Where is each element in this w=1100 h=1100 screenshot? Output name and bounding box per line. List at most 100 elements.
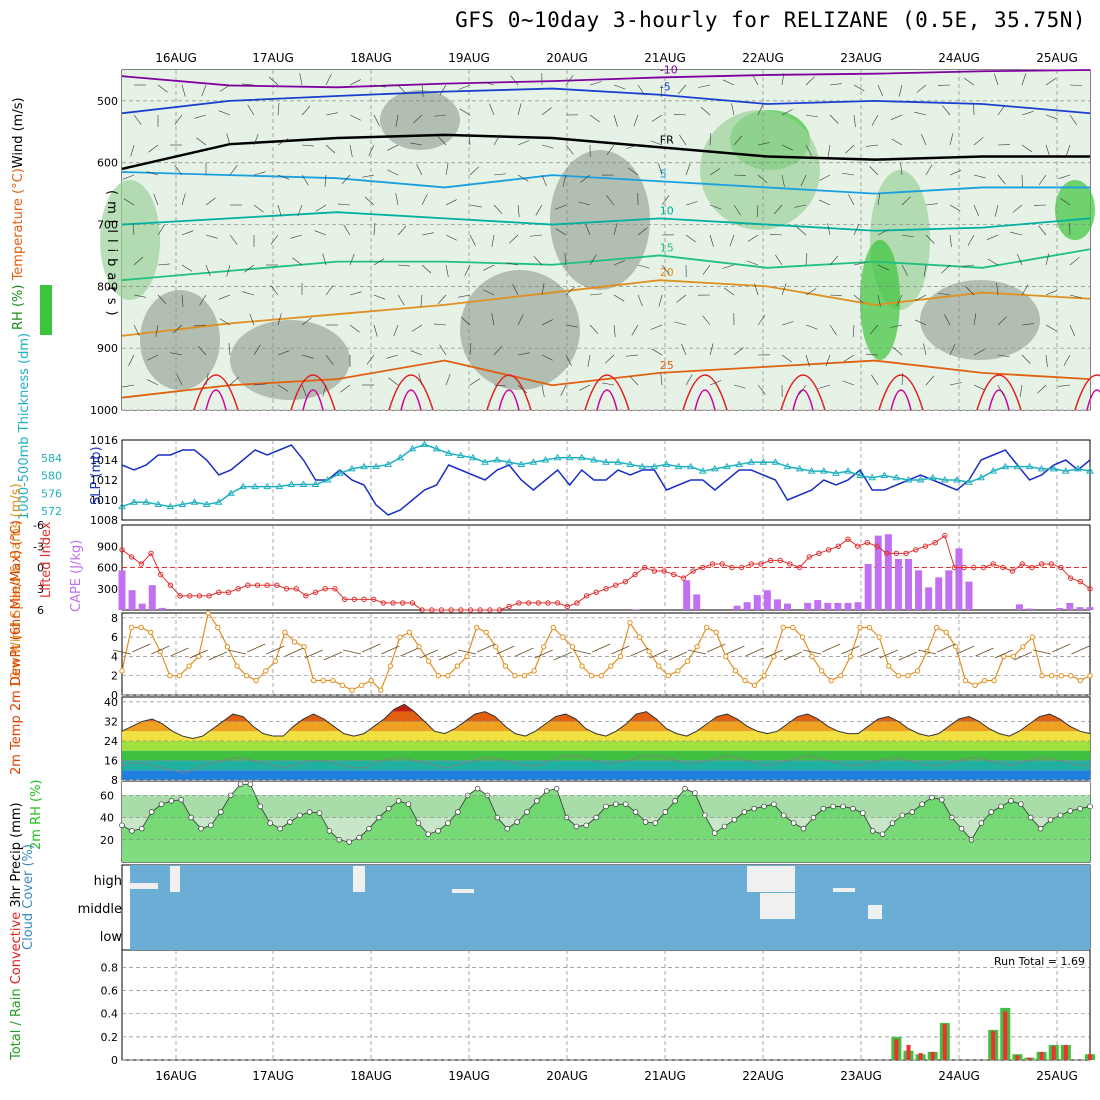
wind-barb <box>896 294 903 307</box>
wind-barb <box>925 234 935 244</box>
wind-barb <box>482 81 495 86</box>
wind-barb <box>122 174 135 180</box>
wind-tick-label: 0 <box>111 689 118 702</box>
wind-barb <box>626 354 639 357</box>
surface-wind-barb <box>553 651 573 661</box>
surface-wind-barb <box>381 645 400 655</box>
thickness-point <box>227 489 235 496</box>
wind-barb <box>709 168 721 176</box>
wind-point <box>521 673 528 679</box>
rh2m-point <box>1018 801 1024 807</box>
cape-bar <box>753 595 761 610</box>
li-point <box>564 603 570 610</box>
cape-tick-label: 300 <box>97 583 118 596</box>
temp-line <box>121 703 1091 740</box>
surface-contour <box>792 389 814 411</box>
surface-contour <box>780 374 826 411</box>
li-point <box>612 582 619 588</box>
thickness-point <box>868 473 877 481</box>
thickness-point <box>190 498 199 505</box>
wind-point <box>368 677 374 684</box>
thickness-point <box>118 502 126 510</box>
precip-conv-bar <box>906 1044 911 1060</box>
wind-barb <box>277 313 282 326</box>
precip-tick-label: 0.4 <box>101 1008 119 1021</box>
wind-barb <box>517 314 524 326</box>
wind-barb <box>340 384 351 393</box>
precip-conv-bar <box>1015 1055 1020 1060</box>
wind-barb <box>819 174 831 181</box>
cape-bar <box>1015 604 1023 610</box>
ua-units-label: (millibars) <box>104 190 119 322</box>
wind-barb <box>681 343 687 356</box>
wind-barb <box>866 144 879 147</box>
wind-barb <box>796 226 807 236</box>
wind-barb <box>205 373 209 386</box>
li-point <box>787 561 793 567</box>
surface-wind-barb <box>611 645 630 655</box>
thick-tick-label: 572 <box>41 505 62 518</box>
wind-barb <box>201 84 207 97</box>
surface-wind-barb <box>266 645 285 655</box>
cloud-patch <box>452 889 474 893</box>
wind-barb <box>226 133 231 146</box>
wind-barb <box>1063 354 1071 366</box>
wind-barb <box>973 174 986 179</box>
wind-barb <box>418 373 423 386</box>
thickness-point <box>989 467 998 474</box>
li-point <box>1029 564 1035 571</box>
wind-barb <box>997 354 1010 358</box>
surface-contour <box>584 374 630 411</box>
wind-barb <box>324 174 327 187</box>
surface-contour <box>193 374 239 411</box>
thickness-point <box>553 453 562 461</box>
wind-barb <box>205 234 218 239</box>
surface-contour <box>682 374 728 411</box>
rh-blob <box>860 240 900 360</box>
thickness-point <box>372 462 380 470</box>
wind-barb <box>445 199 457 206</box>
rh2m-point <box>168 798 175 804</box>
wind-barb <box>781 174 785 187</box>
surface-wind-barb <box>898 651 918 661</box>
wind-point <box>531 668 537 674</box>
temp-band <box>122 750 1090 761</box>
li-point <box>961 564 967 571</box>
wind-barb <box>421 194 428 206</box>
wind-barb <box>555 228 567 236</box>
wind-barb <box>373 294 386 300</box>
rh2m-point <box>445 820 451 826</box>
li-point <box>942 532 948 539</box>
li-point <box>128 554 135 560</box>
wind-barb <box>277 174 290 180</box>
wind-barb <box>781 109 793 116</box>
wind-barb <box>1045 354 1048 367</box>
isotherm-line <box>121 248 1091 282</box>
wind-barb <box>916 84 927 93</box>
thickness-point <box>1074 464 1082 472</box>
wind-barb <box>301 384 307 397</box>
wind-barb <box>349 324 360 333</box>
li-point <box>767 557 774 564</box>
date-label-top: 18AUG <box>350 51 392 65</box>
date-label-bottom: 20AUG <box>546 1069 588 1083</box>
surface-wind-barb <box>1013 651 1033 661</box>
li-point <box>206 593 212 599</box>
wind-barb <box>1012 204 1023 213</box>
thickness-point <box>602 458 610 465</box>
wind-barb <box>794 204 807 208</box>
wind-barb <box>338 203 351 206</box>
li-point <box>332 586 338 592</box>
isotherm-label: -5 <box>660 81 671 94</box>
wind-barb <box>754 283 759 296</box>
rh2m-point <box>1087 803 1093 810</box>
thickness-point <box>565 453 574 461</box>
wind-point <box>886 663 892 669</box>
isotherm-label: 10 <box>660 204 674 217</box>
li-point <box>603 586 609 592</box>
wind-barb <box>818 384 831 389</box>
wind-barb <box>397 84 407 94</box>
wind-barb <box>343 224 351 236</box>
surface-contour <box>976 374 1022 411</box>
cape-bar <box>915 570 923 610</box>
